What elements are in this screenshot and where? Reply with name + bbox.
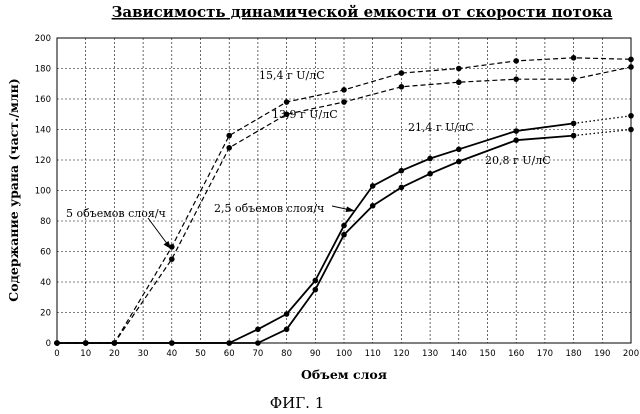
- data-point: [628, 127, 634, 133]
- data-point: [370, 203, 376, 209]
- annotation-15-4: 15,4 г U/лС: [259, 69, 325, 82]
- x-tick-label: 110: [365, 349, 381, 359]
- grid: [57, 38, 631, 343]
- data-point: [255, 340, 261, 346]
- x-tick-label: 200: [623, 349, 639, 359]
- data-point: [513, 76, 519, 82]
- x-tick-label: 70: [252, 349, 263, 359]
- x-tick-label: 50: [195, 349, 206, 359]
- tick-labels: 0 10 20 30 40 50 60 70 80 90 100 110 120 130 140 150 160…: [35, 34, 639, 359]
- data-point: [169, 256, 175, 262]
- data-point: [427, 171, 433, 177]
- series-line-2: [57, 67, 631, 343]
- x-axis-label: Объем слоя: [301, 367, 387, 382]
- data-point: [370, 183, 376, 189]
- x-tick-label: 160: [508, 349, 524, 359]
- x-tick-label: 180: [565, 349, 581, 359]
- data-point: [341, 99, 347, 105]
- data-point: [341, 232, 347, 238]
- data-point: [169, 340, 175, 346]
- x-tick-label: 120: [393, 349, 409, 359]
- x-tick-label: 40: [166, 349, 177, 359]
- y-tick-label: 80: [40, 217, 51, 227]
- data-point: [341, 87, 347, 93]
- data-point: [112, 340, 118, 346]
- data-point: [456, 79, 462, 85]
- x-tick-label: 80: [281, 349, 292, 359]
- data-point: [571, 55, 577, 61]
- data-point: [571, 133, 577, 139]
- annotations: 15,4 г U/лС 13,9 г U/лС 21,4 г U/лС 20,8…: [66, 69, 551, 249]
- data-point: [628, 113, 634, 119]
- x-tick-label: 150: [479, 349, 495, 359]
- x-tick-label: 140: [451, 349, 467, 359]
- y-tick-label: 60: [40, 248, 51, 258]
- annotation-5-bv-per-h: 5 объемов слоя/ч: [66, 207, 166, 220]
- annotation-21-4: 21,4 г U/лС: [408, 121, 474, 134]
- data-point: [399, 84, 405, 90]
- x-tick-label: 190: [594, 349, 610, 359]
- data-point: [226, 145, 232, 151]
- data-point: [226, 133, 232, 139]
- data-point: [571, 76, 577, 82]
- annotation-2-5-bv-per-h: 2,5 объемов слоя/ч: [214, 202, 324, 215]
- y-tick-label: 0: [46, 339, 51, 349]
- data-point: [284, 311, 290, 317]
- annotation-13-9: 13,9 г U/лС: [272, 108, 338, 121]
- data-point: [513, 128, 519, 134]
- x-tick-label: 0: [54, 349, 59, 359]
- figure-caption: ФИГ. 1: [270, 394, 325, 412]
- y-tick-label: 160: [35, 95, 51, 105]
- data-point: [399, 168, 405, 174]
- x-tick-label: 170: [537, 349, 553, 359]
- chart-title: Зависимость динамической емкости от скор…: [112, 3, 613, 21]
- y-tick-label: 100: [35, 187, 51, 197]
- y-tick-label: 200: [35, 34, 51, 44]
- data-point: [628, 57, 634, 63]
- data-point: [284, 326, 290, 332]
- data-point: [341, 223, 347, 229]
- y-tick-label: 120: [35, 156, 51, 166]
- data-point: [226, 340, 232, 346]
- x-tick-label: 90: [310, 349, 321, 359]
- data-point: [54, 340, 60, 346]
- y-tick-label: 40: [40, 278, 51, 288]
- annotation-20-8: 20,8 г U/лС: [485, 154, 551, 167]
- data-point: [284, 99, 290, 105]
- x-tick-label: 20: [109, 349, 120, 359]
- y-tick-label: 20: [40, 309, 51, 319]
- data-point: [513, 58, 519, 64]
- x-tick-label: 130: [422, 349, 438, 359]
- data-point: [513, 137, 519, 143]
- x-tick-label: 100: [336, 349, 352, 359]
- y-tick-label: 180: [35, 65, 51, 75]
- data-point: [456, 66, 462, 72]
- data-point: [313, 278, 319, 284]
- data-point: [571, 121, 577, 127]
- y-axis-label: Содержание урана (част./млн): [6, 78, 21, 301]
- y-tick-label: 140: [35, 126, 51, 136]
- data-point: [399, 70, 405, 76]
- data-point: [456, 159, 462, 165]
- x-tick-label: 60: [224, 349, 235, 359]
- data-point: [456, 147, 462, 153]
- data-point: [399, 185, 405, 191]
- data-point: [628, 64, 634, 70]
- data-point: [255, 326, 261, 332]
- x-tick-label: 10: [80, 349, 91, 359]
- data-point: [427, 156, 433, 162]
- data-point: [83, 340, 89, 346]
- data-point: [313, 287, 319, 293]
- x-tick-label: 30: [138, 349, 149, 359]
